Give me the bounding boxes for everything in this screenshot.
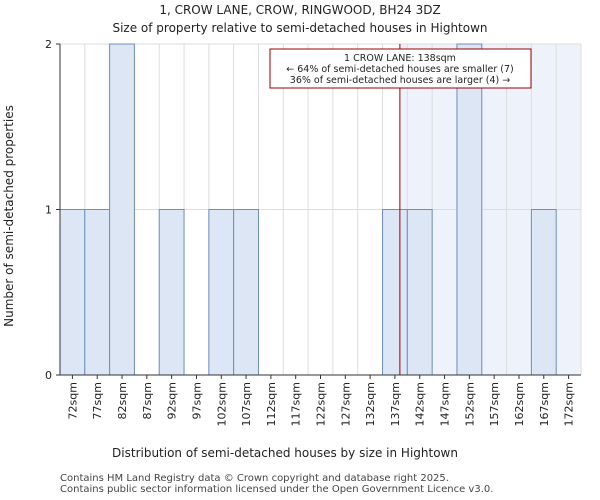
x-tick-label: 172sqm <box>563 382 576 426</box>
bar-72sqm <box>59 209 86 376</box>
x-tick-label: 107sqm <box>240 382 253 426</box>
bar-152sqm <box>456 43 483 376</box>
bar-167sqm <box>530 209 557 376</box>
bar-102sqm <box>208 209 235 376</box>
annotation-smaller: ← 64% of semi-detached houses are smalle… <box>286 64 514 75</box>
y-tick-label: 0 <box>45 369 52 382</box>
bar-92sqm <box>158 209 185 376</box>
y-tick-label: 1 <box>45 204 52 217</box>
bar-82sqm <box>109 43 135 376</box>
x-tick-label: 167sqm <box>538 382 551 426</box>
x-tick-label: 122sqm <box>315 382 328 426</box>
x-tick-label: 157sqm <box>488 382 501 426</box>
x-tick-label: 87sqm <box>141 382 154 419</box>
x-tick-label: 142sqm <box>414 382 427 426</box>
x-tick-label: 127sqm <box>339 382 352 426</box>
x-tick-label: 92sqm <box>166 382 179 419</box>
y-tick-label: 2 <box>45 38 52 51</box>
x-tick-label: 132sqm <box>364 382 377 426</box>
chart-subtitle: Size of property relative to semi-detach… <box>112 21 488 35</box>
x-tick-label: 117sqm <box>290 382 303 426</box>
x-tick-label: 72sqm <box>66 382 79 419</box>
x-axis-label: Distribution of semi-detached houses by … <box>112 446 458 460</box>
x-tick-label: 77sqm <box>91 382 104 419</box>
x-tick-label: 97sqm <box>190 382 203 419</box>
x-tick-label: 147sqm <box>439 382 452 426</box>
annotation-title: 1 CROW LANE: 138sqm <box>344 53 456 64</box>
x-tick-label: 82sqm <box>116 382 129 419</box>
x-tick-label: 152sqm <box>463 382 476 426</box>
bar-142sqm <box>406 209 433 376</box>
bar-77sqm <box>84 209 111 376</box>
x-tick-label: 102sqm <box>215 382 228 426</box>
footer-licence: Contains public sector information licen… <box>60 484 494 495</box>
footer-copyright: Contains HM Land Registry data © Crown c… <box>60 473 449 484</box>
x-tick-label: 162sqm <box>513 382 526 426</box>
chart-title: 1, CROW LANE, CROW, RINGWOOD, BH24 3DZ <box>159 3 441 17</box>
property-annotation: 1 CROW LANE: 138sqm ← 64% of semi-detach… <box>269 48 532 89</box>
x-tick-label: 137sqm <box>389 382 402 426</box>
annotation-larger: 36% of semi-detached houses are larger (… <box>290 75 510 86</box>
x-tick-label: 112sqm <box>265 382 278 426</box>
y-axis-label: Number of semi-detached properties <box>2 105 16 327</box>
bar-137sqm <box>382 209 408 376</box>
bar-107sqm <box>233 209 259 376</box>
